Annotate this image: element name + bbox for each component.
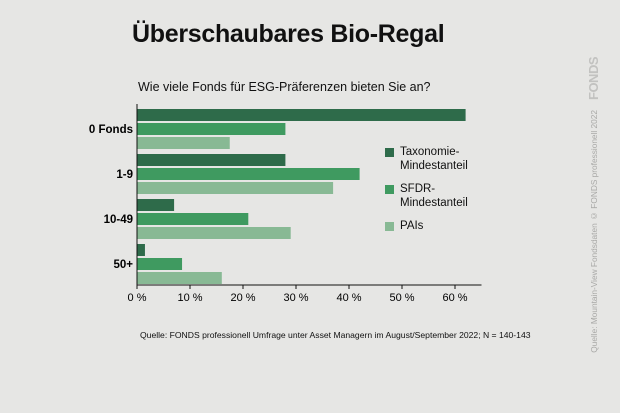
legend-swatch [385, 222, 394, 231]
legend-swatch [385, 148, 394, 157]
legend-label: PAIs [400, 220, 424, 232]
legend-label: Mindestanteil [400, 197, 468, 209]
category-label: 10-49 [104, 214, 133, 226]
bar-0-fonds-series-1 [137, 123, 286, 135]
x-tick-label: 30 % [283, 292, 308, 304]
bar-50+-series-1 [137, 258, 183, 270]
x-tick-label: 0 % [128, 292, 147, 304]
bar-50+-series-0 [137, 244, 145, 256]
bar-1-9-series-0 [137, 154, 286, 166]
legend-swatch [385, 185, 394, 194]
legend-item: Taxonomie- Mindestanteil [385, 145, 468, 173]
legend-item: PAIs [385, 219, 468, 233]
legend-label: Mindestanteil [400, 160, 468, 172]
x-tick-label: 10 % [177, 292, 202, 304]
bar-1-9-series-1 [137, 168, 360, 180]
bar-0-fonds-series-0 [137, 109, 466, 121]
bar-50+-series-2 [137, 272, 222, 284]
source-note: Quelle: FONDS professionell Umfrage unte… [140, 330, 531, 340]
fonds-logo: FONDS [586, 57, 601, 100]
category-label: 1-9 [116, 169, 133, 181]
x-tick-label: 20 % [230, 292, 255, 304]
bar-1-9-series-2 [137, 182, 334, 194]
x-tick-label: 50 % [389, 292, 414, 304]
legend-label: Taxonomie- [400, 146, 460, 158]
legend-label: SFDR- [400, 183, 436, 195]
credit-line: Quelle: Mountain-View Fondsdaten © FONDS… [589, 110, 599, 353]
bar-10-49-series-2 [137, 227, 291, 239]
bar-0-fonds-series-2 [137, 137, 230, 149]
x-tick-label: 40 % [336, 292, 361, 304]
bar-10-49-series-0 [137, 199, 175, 211]
legend-item: SFDR- Mindestanteil [385, 182, 468, 210]
x-tick-label: 60 % [442, 292, 467, 304]
chart-subtitle: Wie viele Fonds für ESG-Präferenzen biet… [138, 80, 431, 94]
legend: Taxonomie- Mindestanteil SFDR- Mindestantei… [385, 145, 468, 242]
category-label: 50+ [113, 259, 133, 271]
chart-title: Überschaubares Bio-Regal [132, 20, 445, 48]
bar-10-49-series-1 [137, 213, 249, 225]
category-label: 0 Fonds [89, 124, 133, 136]
